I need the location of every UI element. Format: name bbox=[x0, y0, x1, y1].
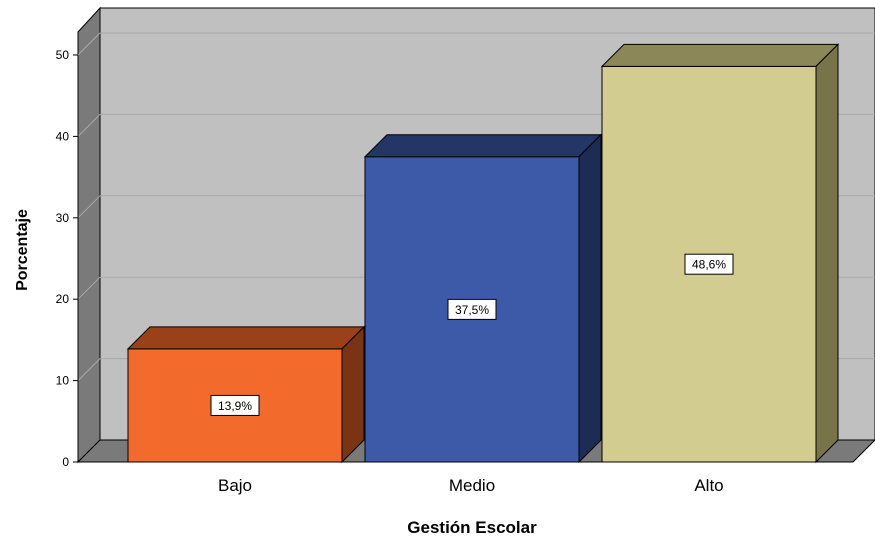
x-tick-label: Bajo bbox=[218, 476, 252, 495]
data-label: 37,5% bbox=[455, 303, 489, 317]
data-label-box bbox=[447, 298, 497, 320]
data-label-box bbox=[684, 253, 734, 275]
bar-alto: 48,6% bbox=[600, 43, 840, 464]
bar-top bbox=[363, 134, 603, 158]
x-axis-title: Gestión Escolar bbox=[407, 518, 537, 537]
bar-side bbox=[578, 133, 602, 464]
y-tick-label: 20 bbox=[56, 292, 70, 306]
data-label: 48,6% bbox=[692, 258, 726, 272]
bar-medio: 37,5% bbox=[363, 133, 603, 464]
bars: 13,9% 37,5% 48,6% bbox=[126, 43, 840, 464]
y-tick-label: 0 bbox=[62, 455, 69, 469]
bar-side bbox=[815, 43, 839, 464]
y-axis: 0 10 20 30 40 50 bbox=[56, 48, 79, 469]
data-label: 13,9% bbox=[218, 399, 252, 413]
bar-top bbox=[126, 326, 366, 350]
y-tick-label: 40 bbox=[56, 129, 70, 143]
gridline-side bbox=[77, 114, 101, 137]
gridline-side bbox=[77, 276, 101, 300]
x-tick-label: Medio bbox=[449, 476, 495, 495]
x-tick-label: Alto bbox=[694, 476, 723, 495]
gridline-side bbox=[77, 32, 101, 56]
bar-side bbox=[341, 325, 365, 464]
x-axis: Bajo Medio Alto bbox=[78, 461, 853, 495]
bar-bajo: 13,9% bbox=[126, 325, 366, 464]
y-axis-title: Porcentaje bbox=[14, 209, 31, 291]
y-tick-label: 10 bbox=[56, 374, 70, 388]
data-label-box bbox=[210, 394, 260, 416]
y-tick-label: 50 bbox=[56, 48, 70, 62]
y-tick-label: 30 bbox=[56, 211, 70, 225]
gridline-side bbox=[77, 195, 101, 219]
bar-top bbox=[600, 43, 840, 67]
gridline-side bbox=[77, 358, 101, 381]
plot-side-wall bbox=[77, 6, 101, 464]
